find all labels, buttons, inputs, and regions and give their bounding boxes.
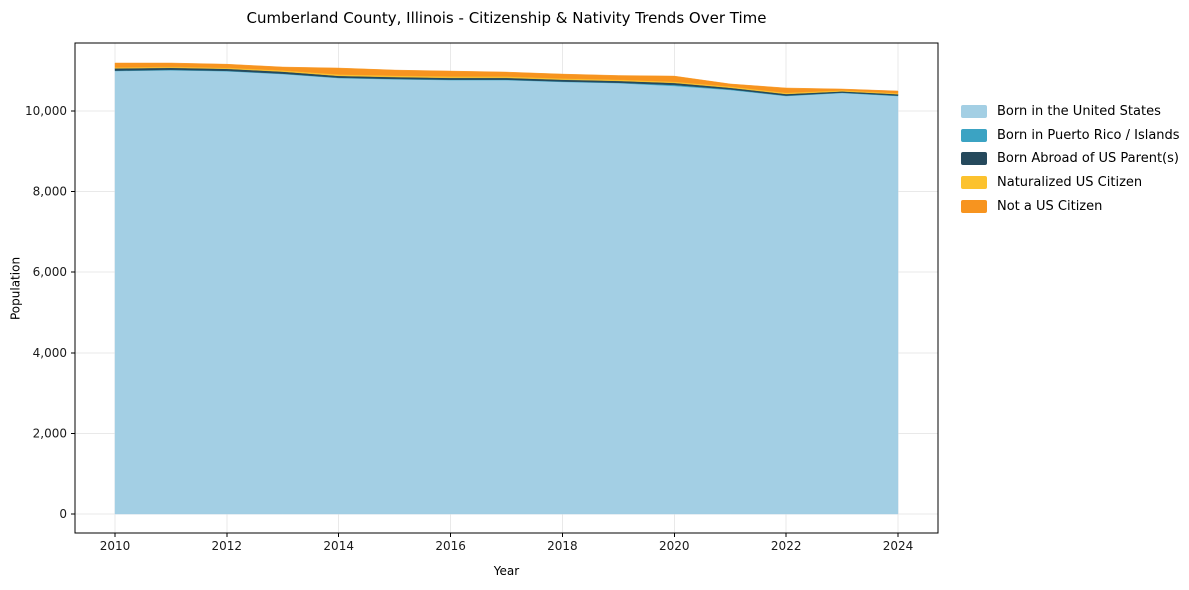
x-tick-label: 2016 bbox=[435, 539, 466, 553]
legend-swatch-born-us bbox=[961, 105, 987, 119]
plot-border bbox=[74, 42, 939, 534]
legend-label: Born Abroad of US Parent(s) bbox=[997, 151, 1179, 167]
y-tick-label: 6,000 bbox=[33, 265, 67, 279]
area-born-us bbox=[114, 70, 899, 515]
x-tick-label: 2014 bbox=[323, 539, 354, 553]
x-axis-label: Year bbox=[493, 564, 520, 578]
legend-label: Born in the United States bbox=[997, 104, 1161, 120]
legend-item-born-abroad: Born Abroad of US Parent(s) bbox=[961, 147, 1180, 171]
x-tick-label: 2024 bbox=[883, 539, 914, 553]
legend-item-born-us: Born in the United States bbox=[961, 100, 1180, 124]
x-tick-label: 2020 bbox=[659, 539, 690, 553]
legend-label: Born in Puerto Rico / Islands bbox=[997, 127, 1180, 143]
x-tick-label: 2022 bbox=[771, 539, 802, 553]
y-tick-label: 0 bbox=[59, 507, 67, 521]
y-tick-label: 4,000 bbox=[33, 346, 67, 360]
y-axis-label: Population bbox=[8, 256, 23, 320]
y-tick-label: 8,000 bbox=[33, 185, 67, 199]
y-tick-label: 2,000 bbox=[33, 426, 67, 440]
chart-title: Cumberland County, Illinois - Citizenshi… bbox=[246, 9, 767, 27]
legend-item-not-citizen: Not a US Citizen bbox=[961, 194, 1180, 218]
legend-item-puerto-rico-islands: Born in Puerto Rico / Islands bbox=[961, 124, 1180, 148]
x-tick-label: 2018 bbox=[547, 539, 578, 553]
legend-label: Naturalized US Citizen bbox=[997, 175, 1143, 191]
legend-swatch-puerto-rico-islands bbox=[961, 128, 987, 142]
x-tick-label: 2012 bbox=[212, 539, 243, 553]
legend: Born in the United States Born in Puerto … bbox=[961, 100, 1180, 218]
legend-swatch-not-citizen bbox=[961, 199, 987, 213]
legend-swatch-naturalized bbox=[961, 176, 987, 190]
legend-label: Not a US Citizen bbox=[997, 198, 1103, 214]
x-tick-label: 2010 bbox=[100, 539, 131, 553]
y-tick-label: 10,000 bbox=[25, 104, 67, 118]
legend-swatch-born-abroad bbox=[961, 152, 987, 166]
legend-item-naturalized: Naturalized US Citizen bbox=[961, 171, 1180, 195]
area-not-citizen bbox=[114, 62, 899, 94]
